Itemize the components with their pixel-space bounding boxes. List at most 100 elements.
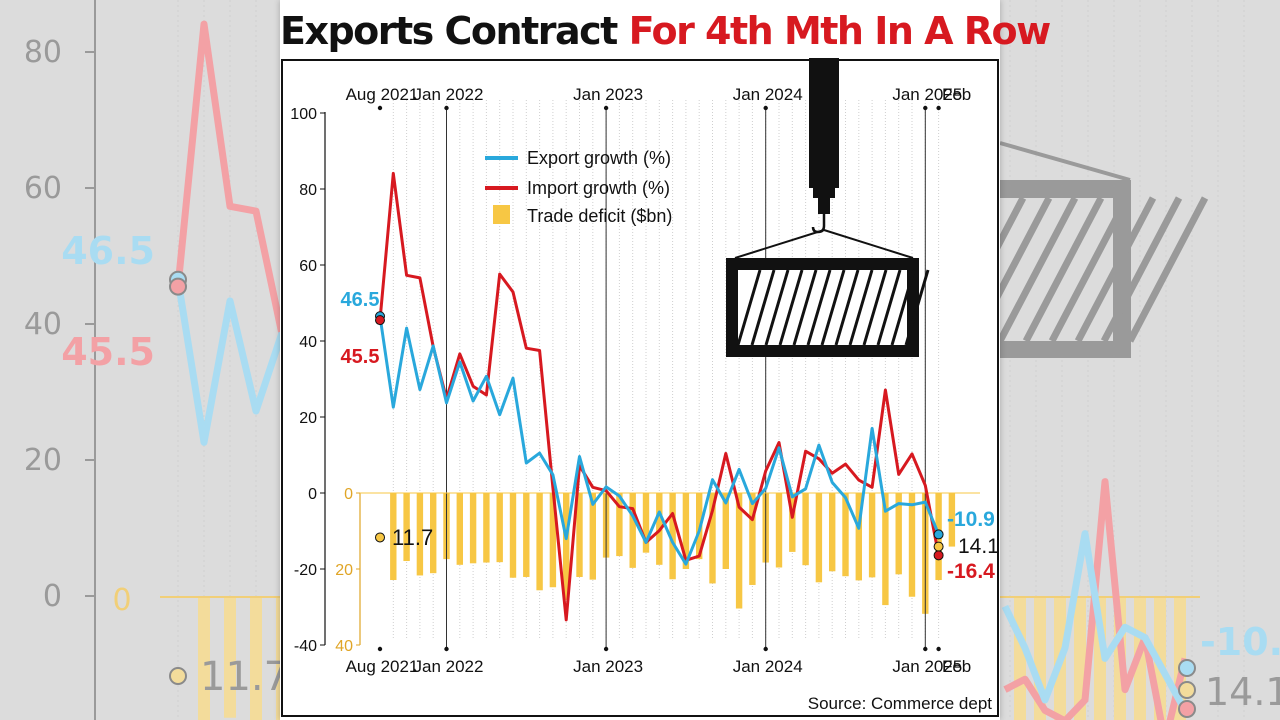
deficit-bar xyxy=(496,493,503,563)
end-import-label: -16.4 xyxy=(947,560,995,583)
bg-end-export-marker xyxy=(1178,659,1196,677)
container-panel xyxy=(738,270,907,345)
end-import-marker xyxy=(933,550,944,561)
deficit-bar xyxy=(789,493,796,552)
bg-container-stripe xyxy=(1126,196,1209,343)
container-stripe xyxy=(834,269,860,346)
bg-deficit-bar xyxy=(224,596,236,718)
container-stripe xyxy=(904,269,930,346)
deficit-bar xyxy=(722,493,729,569)
bg-start-deficit-marker xyxy=(169,667,187,685)
bg-end-deficit-marker xyxy=(1178,681,1196,699)
y-tick-label: 0 xyxy=(308,486,317,503)
x-tick-dot-top xyxy=(763,105,768,111)
container-stripe xyxy=(820,269,846,346)
deficit-bar xyxy=(536,493,543,591)
x-tick-label-bottom: Feb xyxy=(942,657,971,676)
crane-arm xyxy=(809,58,839,188)
crane-container-illustration xyxy=(726,58,930,357)
bg-end-import-marker xyxy=(1178,700,1196,718)
legend-deficit-swatch xyxy=(493,205,510,224)
container-stripe xyxy=(792,269,818,346)
deficit-bar xyxy=(842,493,849,577)
bg-start-import-label: 45.5 xyxy=(61,330,155,374)
x-tick-label-top: Jan 2024 xyxy=(733,85,803,104)
start-import-marker xyxy=(375,315,385,326)
deficit-bar xyxy=(549,493,557,588)
import-growth-line xyxy=(378,171,941,622)
deficit-bar xyxy=(589,493,596,580)
bg-container-stripe xyxy=(1048,196,1131,343)
infographic-card: Exports Contract For 4th Mth In A Row Au… xyxy=(280,0,1051,720)
x-tick-label-bottom: Jan 2025 xyxy=(892,657,962,676)
bg-container-stripe xyxy=(996,196,1079,343)
y-tick-label: 40 xyxy=(299,334,317,351)
deficit-bar xyxy=(868,493,876,578)
x-tick-dot-bottom xyxy=(923,646,928,652)
deficit-bar xyxy=(456,493,463,565)
y-tick-label: -20 xyxy=(294,562,317,579)
deficit-bar xyxy=(509,493,517,578)
bg-y-tick-label: 20 xyxy=(24,443,62,478)
container-stripe xyxy=(862,269,888,346)
x-tick-label-top: Jan 2022 xyxy=(414,85,484,104)
y-tick-label: 60 xyxy=(299,258,317,275)
x-tick-dot-bottom xyxy=(377,646,383,652)
container-stripe xyxy=(750,269,776,346)
bg-deficit-bar xyxy=(198,596,210,720)
sling-left xyxy=(734,229,825,259)
bg-y-tick-label: 40 xyxy=(24,307,62,342)
sling-right xyxy=(823,229,914,259)
deficit-bar xyxy=(815,493,823,583)
end-deficit-label: 14.1 xyxy=(958,535,999,558)
container-stripe xyxy=(848,269,874,346)
y-tick-label: 80 xyxy=(299,182,317,199)
deficit-bar xyxy=(908,493,916,597)
x-tick-label-top: Aug 2021 xyxy=(346,85,419,104)
start-export-label: 46.5 xyxy=(341,289,380,311)
bg-deficit-bar xyxy=(250,596,262,720)
deficit-bar xyxy=(895,493,902,575)
deficit-bar xyxy=(682,493,690,569)
x-tick-label-top: Jan 2023 xyxy=(573,85,643,104)
deficit-bar xyxy=(948,493,956,547)
x-tick-dot-top xyxy=(936,105,941,111)
bg-start-deficit-label: 11.7 xyxy=(200,654,289,700)
deficit-bar xyxy=(829,493,836,572)
deficit-bar xyxy=(882,493,889,606)
x-tick-label-bottom: Jan 2022 xyxy=(414,657,484,676)
x-tick-dot-bottom xyxy=(936,646,941,652)
end-deficit-marker xyxy=(933,541,944,552)
bg-import-line-left xyxy=(174,20,286,335)
deficit-bar xyxy=(855,493,862,581)
bg-end-export-label: -10.9 xyxy=(1200,620,1280,664)
start-deficit-marker xyxy=(375,532,385,543)
end-export-marker xyxy=(933,529,944,540)
container-stripe xyxy=(778,269,804,346)
bg-y-tick-label: 0 xyxy=(43,579,62,614)
deficit-bar xyxy=(416,493,424,576)
deficit-bar xyxy=(563,493,570,601)
bg-export-line-right xyxy=(1001,530,1189,713)
x-tick-label-top: Jan 2025 xyxy=(892,85,962,104)
bg-start-import-marker xyxy=(169,277,187,296)
bg-container-stripe xyxy=(1100,196,1183,343)
y-tick-label: -40 xyxy=(294,638,317,655)
title-part-black: Exports Contract xyxy=(280,9,618,53)
container-stripe xyxy=(736,269,762,346)
legend-export-label: Export growth (%) xyxy=(527,148,671,168)
bg-container-stripe xyxy=(1074,196,1157,343)
chart-title: Exports Contract For 4th Mth In A Row xyxy=(280,6,1051,56)
bg-container-stripe xyxy=(1022,196,1105,343)
bg-start-export-label: 46.5 xyxy=(61,229,155,273)
deficit-bar xyxy=(749,493,756,585)
deficit-bar xyxy=(735,493,743,609)
bg-export-line-left xyxy=(174,279,286,446)
y-tick-label: 100 xyxy=(290,106,317,123)
start-import-label: 45.5 xyxy=(341,346,380,368)
end-export-label: -10.9 xyxy=(947,508,995,531)
deficit-bar xyxy=(775,493,783,568)
x-tick-label-bottom: Aug 2021 xyxy=(346,657,419,676)
source-note: Source: Commerce dept xyxy=(808,694,993,713)
